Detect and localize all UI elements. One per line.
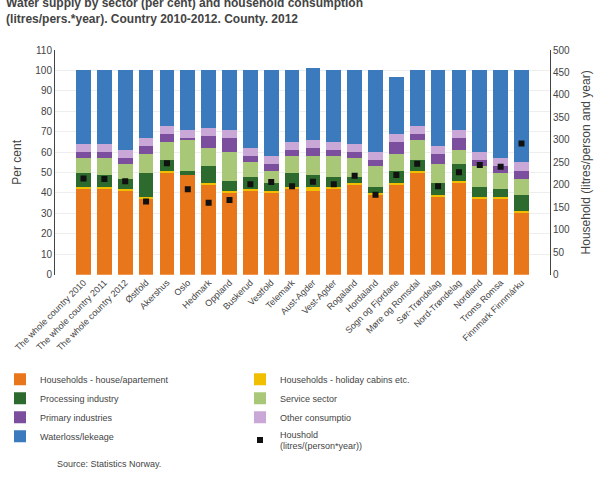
- svg-text:Household (litres/person and y: Household (litres/person and year): [579, 70, 593, 254]
- svg-text:Processing industry: Processing industry: [40, 394, 119, 404]
- svg-text:Buskerud: Buskerud: [221, 278, 255, 312]
- svg-text:Vest-Agder: Vest-Agder: [300, 278, 339, 317]
- svg-text:30: 30: [41, 208, 53, 219]
- svg-text:Østfold: Østfold: [123, 278, 150, 305]
- svg-text:Sogn og Fjordane: Sogn og Fjordane: [343, 278, 401, 336]
- svg-text:50: 50: [41, 167, 53, 178]
- svg-text:Sør-Trøndelag: Sør-Trøndelag: [394, 278, 442, 326]
- svg-text:110: 110: [36, 45, 52, 56]
- svg-text:10: 10: [41, 249, 53, 260]
- svg-text:Households - holiday cabins et: Households - holiday cabins etc.: [280, 375, 410, 385]
- svg-text:Finnmark Finnmárku: Finnmark Finnmárku: [461, 278, 526, 343]
- svg-text:Oslo: Oslo: [172, 278, 192, 298]
- svg-text:Hordaland: Hordaland: [344, 278, 380, 314]
- svg-text:400: 400: [553, 89, 570, 100]
- svg-text:Hedmark: Hedmark: [180, 277, 213, 310]
- svg-text:80: 80: [41, 106, 53, 117]
- svg-text:500: 500: [553, 45, 570, 56]
- svg-text:0: 0: [46, 269, 52, 280]
- svg-text:Troms Romsa: Troms Romsa: [458, 278, 505, 325]
- svg-text:The whole country 2010: The whole country 2010: [13, 278, 88, 353]
- svg-text:Other consumptio: Other consumptio: [280, 413, 351, 423]
- svg-text:350: 350: [553, 112, 570, 123]
- svg-text:The whole country 2011: The whole country 2011: [34, 278, 109, 353]
- svg-text:Service sector: Service sector: [280, 394, 337, 404]
- svg-text:60: 60: [41, 147, 53, 158]
- svg-text:Vestfold: Vestfold: [246, 278, 276, 308]
- svg-text:Aust-Agder: Aust-Agder: [279, 278, 318, 317]
- svg-text:Akershus: Akershus: [138, 277, 172, 311]
- svg-text:Source: Statistics Norway.: Source: Statistics Norway.: [57, 459, 161, 469]
- svg-text:0: 0: [553, 269, 559, 280]
- svg-text:300: 300: [553, 134, 570, 145]
- svg-text:Households - house/apartement: Households - house/apartement: [40, 375, 169, 385]
- svg-text:100: 100: [35, 65, 52, 76]
- svg-text:Per cent: Per cent: [10, 139, 24, 184]
- svg-text:Møre og Romsdal: Møre og Romsdal: [364, 278, 422, 336]
- svg-text:Oppland: Oppland: [203, 278, 234, 309]
- svg-text:450: 450: [553, 67, 570, 78]
- svg-text:250: 250: [553, 157, 570, 168]
- svg-text:Water supply by sector (per ce: Water supply by sector (per cent) and ho…: [6, 0, 363, 26]
- svg-text:50: 50: [553, 247, 565, 258]
- svg-text:40: 40: [41, 187, 53, 198]
- svg-text:Nord-Trøndelag: Nord-Trøndelag: [412, 278, 464, 330]
- svg-text:Nordland: Nordland: [451, 278, 484, 311]
- svg-text:200: 200: [553, 179, 570, 190]
- svg-text:The whole country 2012: The whole country 2012: [55, 278, 130, 353]
- svg-text:Houshold(litres/(person*year)): Houshold(litres/(person*year)): [280, 430, 362, 452]
- svg-text:20: 20: [41, 228, 53, 239]
- svg-text:Rogaland: Rogaland: [325, 278, 359, 312]
- svg-text:100: 100: [553, 224, 570, 235]
- svg-text:Waterloss/lekeage: Waterloss/lekeage: [40, 432, 114, 442]
- svg-text:150: 150: [553, 202, 570, 213]
- svg-text:Telemark: Telemark: [264, 277, 297, 310]
- svg-text:Primary industries: Primary industries: [40, 413, 113, 423]
- svg-text:90: 90: [41, 85, 53, 96]
- svg-text:70: 70: [41, 126, 53, 137]
